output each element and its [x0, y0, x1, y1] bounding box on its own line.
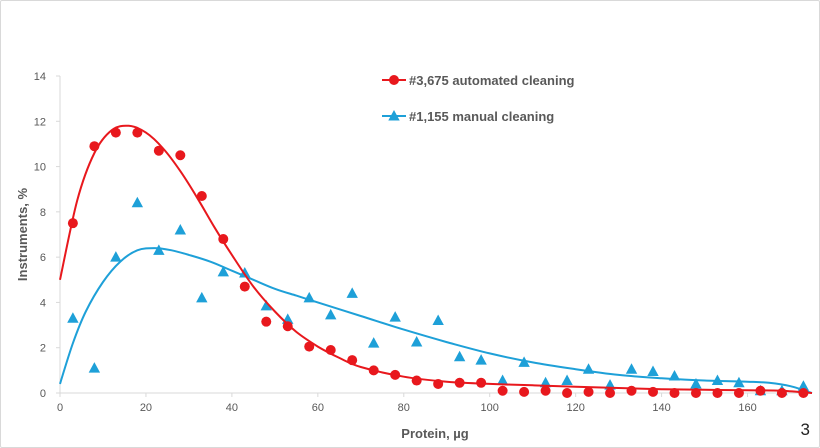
legend-marker-circle [389, 75, 399, 85]
data-point-automated [540, 385, 551, 396]
data-point-automated [669, 388, 680, 398]
data-point-automated [89, 141, 100, 152]
data-point-manual [389, 311, 401, 322]
data-point-manual [733, 376, 745, 388]
data-point-automated [153, 145, 164, 156]
data-point-automated [390, 369, 401, 380]
data-point-automated [626, 385, 637, 396]
data-point-automated [347, 355, 358, 366]
series-manual-cleaning [59, 196, 813, 396]
x-tick-label: 20 [140, 402, 152, 414]
data-point-automated [497, 385, 508, 396]
data-point-automated [218, 234, 229, 245]
data-point-automated [690, 388, 701, 398]
y-tick-label: 12 [34, 116, 46, 128]
x-tick-label: 140 [652, 402, 670, 414]
data-point-manual [561, 374, 573, 386]
data-point-manual [303, 291, 315, 303]
legend-marker-triangle [388, 110, 400, 121]
data-point-automated [733, 388, 744, 398]
data-point-automated [132, 127, 143, 138]
data-point-manual [518, 356, 530, 367]
data-point-automated [648, 386, 659, 397]
data-point-manual [67, 312, 79, 323]
data-point-manual [647, 365, 659, 376]
data-point-manual [174, 223, 187, 235]
x-tick-label: 120 [566, 402, 584, 414]
data-point-automated [755, 385, 766, 396]
data-point-manual [625, 363, 638, 374]
legend-label: #1,155 manual cleaning [409, 109, 554, 124]
x-tick-label: 0 [57, 402, 63, 414]
slide-number: 3 [800, 420, 810, 439]
data-point-automated [196, 191, 207, 202]
data-point-manual [410, 336, 423, 347]
data-point-automated [605, 388, 616, 398]
data-point-manual [346, 287, 358, 298]
data-point-manual [475, 354, 487, 365]
data-point-manual [668, 370, 681, 381]
y-tick-label: 4 [40, 297, 46, 309]
data-point-automated [239, 281, 250, 292]
data-point-automated [110, 127, 121, 138]
data-point-automated [776, 388, 787, 398]
x-tick-label: 80 [398, 402, 410, 414]
data-point-manual [131, 196, 144, 208]
data-point-automated [433, 378, 444, 389]
data-point-manual [496, 374, 509, 386]
data-point-automated [175, 150, 186, 161]
data-point-automated [67, 218, 78, 229]
data-point-manual [325, 308, 337, 320]
data-point-manual [260, 299, 272, 311]
data-point-manual [153, 244, 165, 255]
y-tick-label: 8 [40, 207, 46, 219]
data-point-automated [261, 316, 272, 327]
y-axis-title: Instruments, % [15, 187, 30, 281]
data-point-automated [519, 386, 530, 397]
data-point-manual [582, 363, 595, 374]
data-point-automated [304, 341, 315, 352]
y-tick-label: 10 [34, 162, 46, 174]
x-axis-title: Protein, µg [401, 426, 468, 441]
data-point-manual [432, 314, 444, 326]
legend-label: #3,675 automated cleaning [409, 73, 575, 88]
x-tick-label: 160 [738, 402, 756, 414]
x-tick-label: 100 [481, 402, 499, 414]
data-point-automated [712, 388, 723, 398]
series-automated-cleaning [59, 124, 813, 398]
data-point-automated [476, 377, 487, 388]
y-tick-label: 2 [40, 343, 46, 355]
data-point-automated [368, 365, 379, 376]
data-point-manual [367, 337, 380, 348]
data-point-manual [196, 291, 208, 303]
data-point-automated [325, 344, 336, 355]
data-point-manual [797, 380, 810, 391]
data-point-automated [411, 375, 422, 386]
data-point-manual [239, 266, 251, 278]
data-point-manual [88, 362, 101, 373]
data-point-manual [711, 374, 724, 386]
y-tick-label: 14 [34, 71, 46, 83]
y-tick-label: 0 [40, 388, 46, 400]
y-tick-label: 6 [40, 252, 46, 264]
data-point-automated [798, 388, 809, 398]
data-point-automated [282, 321, 293, 332]
data-point-manual [453, 350, 466, 362]
data-point-automated [562, 388, 573, 398]
trendline-automated [59, 124, 813, 394]
data-point-automated [583, 386, 594, 397]
data-point-manual [217, 265, 229, 277]
x-tick-label: 60 [312, 402, 324, 414]
data-point-manual [690, 377, 702, 389]
legend: #3,675 automated cleaning #1,155 manual c… [382, 73, 575, 124]
x-tick-label: 40 [226, 402, 238, 414]
data-point-manual [110, 251, 122, 262]
data-point-automated [454, 377, 465, 388]
